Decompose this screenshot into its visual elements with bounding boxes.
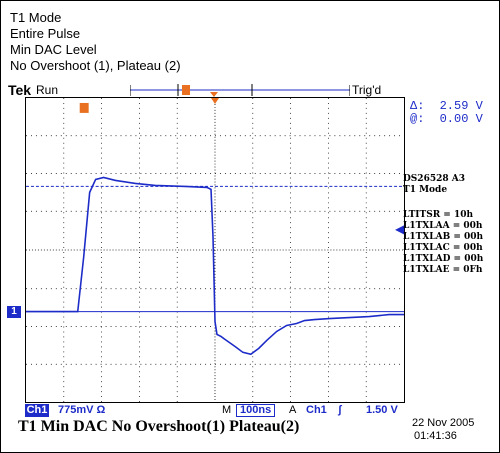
scale-value: 775mV [58,404,94,416]
register-list: LTITSR = 10h L1TXLAA = 00h L1TXLAB = 00h… [403,210,483,276]
channel-label[interactable]: Ch1 [25,404,49,417]
channel-scale[interactable]: 775mV Ω [58,404,105,417]
device-info: DS26528 A3 T1 Mode [403,174,465,196]
trigger-source[interactable]: Ch1 [306,404,327,416]
register-line: L1TXLAA = 00h [403,221,483,231]
timestamp-time: 01:41:36 [414,430,457,442]
trigger-level[interactable]: 1.50 V [366,404,398,416]
cursor-delta-readout: Δ: 2.59 V [410,99,483,113]
trigger-t-icon [79,102,89,113]
device-name: DS26528 A3 [403,174,465,184]
brand-logo: Tek [8,82,32,98]
trigger-point-icon [211,98,219,104]
at-value: 0.00 V [439,112,483,126]
timebase-value[interactable]: 100ns [236,404,276,417]
cursor-at-readout: @: 0.00 V [410,112,483,126]
bar-cursor-icon [182,85,190,95]
trigger-slope-icon[interactable]: ʃ [338,404,342,416]
register-line: L1TXLAC = 00h [403,243,483,253]
annotation-block: T1 Mode Entire Pulse Min DAC Level No Ov… [10,10,181,74]
timestamp: 22 Nov 2005 01:41:36 [412,417,474,443]
run-state: Run [36,83,59,97]
annotation-line: No Overshoot (1), Plateau (2) [10,58,181,73]
waveform-trace [26,176,404,356]
device-mode: T1 Mode [403,185,448,195]
timestamp-date: 22 Nov 2005 [412,417,475,429]
figure-caption: T1 Min DAC No Overshoot(1) Plateau(2) [18,418,300,435]
annotation-line: T1 Mode [10,10,62,25]
channel-ground-marker[interactable]: 1 [7,306,21,318]
register-line: L1TXLAB = 00h [403,232,484,242]
register-line: L1TXLAD = 00h [403,254,484,264]
record-position-bar[interactable] [130,84,350,98]
annotation-line: Entire Pulse [10,26,81,41]
delta-label: Δ: [410,99,425,113]
annotation-line: Min DAC Level [10,42,97,57]
register-line: L1TXLAE = 0Fh [403,265,483,275]
waveform-display[interactable] [25,97,405,403]
timebase-mode: M [222,404,232,416]
at-label: @: [410,112,425,126]
trigger-mode: A [289,404,297,416]
ohm-icon: Ω [96,404,106,416]
trigger-level-arrow-icon[interactable]: ◀ [395,222,405,236]
register-line: LTITSR = 10h [403,210,474,220]
trigger-state: Trig'd [352,83,382,97]
delta-value: 2.59 V [439,99,483,113]
trigger-pos-icon [210,92,218,97]
